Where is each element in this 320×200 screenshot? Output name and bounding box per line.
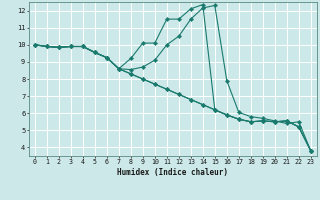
X-axis label: Humidex (Indice chaleur): Humidex (Indice chaleur) [117,168,228,177]
